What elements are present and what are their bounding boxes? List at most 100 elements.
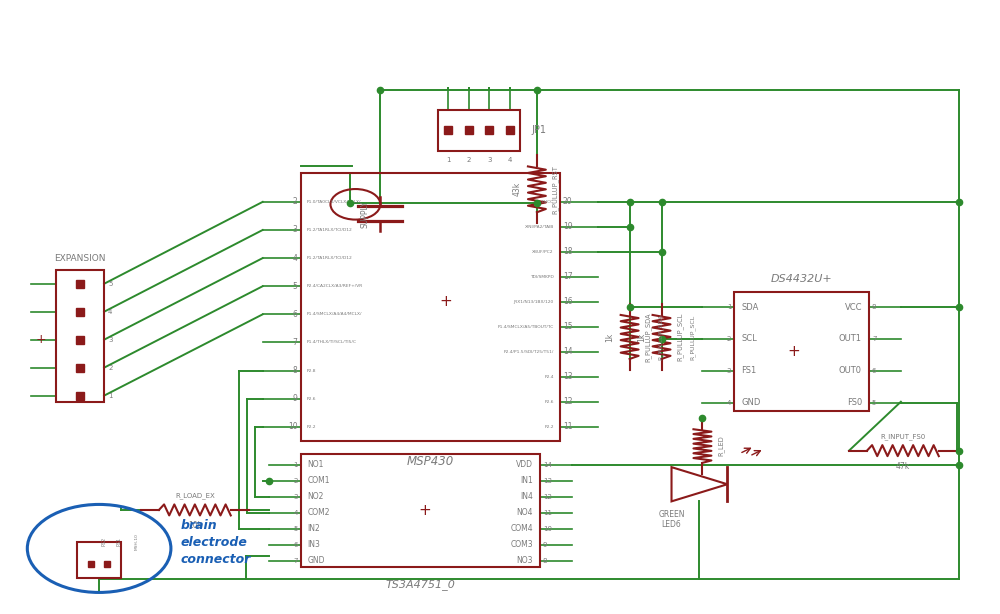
Text: NO3: NO3 <box>516 556 533 565</box>
Text: 7: 7 <box>872 336 876 342</box>
Text: 14: 14 <box>543 462 552 468</box>
Text: 11: 11 <box>563 422 572 431</box>
Text: 4: 4 <box>293 510 298 516</box>
Text: P1.4/SMCLX/A4/A4/MCLX/: P1.4/SMCLX/A4/A4/MCLX/ <box>307 313 362 316</box>
Text: 9: 9 <box>293 394 298 403</box>
Text: P1.2/TA1RLX/TCI/D12: P1.2/TA1RLX/TCI/D12 <box>307 256 352 260</box>
Text: P2.6: P2.6 <box>544 400 554 404</box>
Text: 16: 16 <box>563 297 572 306</box>
Text: +: + <box>36 333 47 346</box>
Text: R_PULLUP_SDA: R_PULLUP_SDA <box>645 312 651 362</box>
Text: 3: 3 <box>293 225 298 235</box>
Text: 5: 5 <box>108 281 112 287</box>
Text: 8: 8 <box>872 304 876 310</box>
Text: P1.4/THLX/TI/SCL/TI5/C: P1.4/THLX/TI/SCL/TI5/C <box>307 340 357 344</box>
Bar <box>301 173 560 441</box>
Text: 3: 3 <box>108 336 113 343</box>
Text: 10k: 10k <box>188 521 202 530</box>
Text: P2.2: P2.2 <box>307 425 316 429</box>
Text: R_LED: R_LED <box>717 436 724 456</box>
Text: OUT0: OUT0 <box>839 367 862 376</box>
Text: GND: GND <box>308 556 325 565</box>
Text: 18: 18 <box>563 247 572 257</box>
Text: 7: 7 <box>293 338 298 347</box>
Text: P1.2/TA1RLX/TCI/D12: P1.2/TA1RLX/TCI/D12 <box>307 228 352 232</box>
Text: 1k: 1k <box>638 332 647 341</box>
Bar <box>734 292 869 411</box>
Text: COM3: COM3 <box>510 540 533 549</box>
Text: P1.0/TA0CLX/VCLX/ACLX/: P1.0/TA0CLX/VCLX/ACLX/ <box>307 200 361 204</box>
Text: 6: 6 <box>293 310 298 319</box>
Text: EXPANSION: EXPANSION <box>54 254 106 263</box>
Text: TS3A4751_0: TS3A4751_0 <box>385 579 455 590</box>
Text: 4: 4 <box>727 400 731 406</box>
Text: +: + <box>439 294 452 309</box>
Text: 2: 2 <box>727 336 731 342</box>
Text: 10: 10 <box>288 422 298 431</box>
Bar <box>77 542 121 578</box>
Text: +: + <box>787 344 800 359</box>
Text: COM4: COM4 <box>510 524 533 533</box>
Text: 13: 13 <box>563 372 572 381</box>
Text: 2: 2 <box>108 365 112 371</box>
Text: 43k: 43k <box>513 182 522 196</box>
Text: P2.4: P2.4 <box>544 375 554 379</box>
Text: 17: 17 <box>563 273 572 281</box>
Text: IN1: IN1 <box>520 476 533 485</box>
Text: IN2: IN2 <box>308 524 320 533</box>
Text: DVCC: DVCC <box>542 200 554 204</box>
Text: GND: GND <box>741 398 761 408</box>
Text: P2.8: P2.8 <box>307 368 316 373</box>
Text: TDI/SMKPD: TDI/SMKPD <box>530 275 554 279</box>
Text: 13: 13 <box>543 478 552 484</box>
Text: 4: 4 <box>508 157 512 163</box>
Text: +: + <box>419 503 431 518</box>
Text: GREEN
LED6: GREEN LED6 <box>658 510 685 529</box>
Text: 3: 3 <box>487 157 492 163</box>
Text: COM1: COM1 <box>308 476 330 485</box>
Text: 5: 5 <box>293 526 298 532</box>
Text: OUT1: OUT1 <box>839 335 862 343</box>
Text: 19: 19 <box>563 222 572 231</box>
Text: brain
electrode
connector: brain electrode connector <box>181 519 251 566</box>
Text: SCL: SCL <box>741 335 757 343</box>
Text: 5: 5 <box>872 400 876 406</box>
Text: P1.4/SMCLX/A5/TBOUT/TC: P1.4/SMCLX/A5/TBOUT/TC <box>498 325 554 329</box>
Text: JP1: JP1 <box>532 125 547 135</box>
Text: R_INPUT_FS0: R_INPUT_FS0 <box>880 433 926 440</box>
Text: P2.4/P1.5/SDI/T25/T51/: P2.4/P1.5/SDI/T25/T51/ <box>503 350 554 354</box>
Text: FS1: FS1 <box>741 367 757 376</box>
Text: 1: 1 <box>108 392 113 398</box>
Text: NO4: NO4 <box>516 508 533 517</box>
Text: 7: 7 <box>293 558 298 564</box>
Text: MSH-10: MSH-10 <box>135 533 139 550</box>
Text: NO2: NO2 <box>308 492 324 501</box>
Text: 10: 10 <box>543 526 552 532</box>
Text: NO1: NO1 <box>308 460 324 469</box>
Bar <box>438 109 520 151</box>
Text: 11: 11 <box>543 510 552 516</box>
Text: 20: 20 <box>563 197 572 206</box>
Text: 2: 2 <box>293 478 298 484</box>
Text: P2.4/CA2CLX/A3/REF+/VR: P2.4/CA2CLX/A3/REF+/VR <box>307 284 363 288</box>
Text: VDD: VDD <box>516 460 533 469</box>
Text: 3: 3 <box>293 494 298 500</box>
Text: 12: 12 <box>543 494 552 500</box>
Text: 2: 2 <box>467 157 471 163</box>
Text: 12: 12 <box>563 397 572 406</box>
Text: 8: 8 <box>293 366 298 375</box>
Text: 6: 6 <box>872 368 876 374</box>
Text: PS2: PS2 <box>102 537 107 546</box>
Text: R_LOAD_EX: R_LOAD_EX <box>175 492 215 499</box>
Text: 3: 3 <box>727 368 731 374</box>
Text: P2.6: P2.6 <box>307 397 316 401</box>
Text: COM2: COM2 <box>308 508 330 517</box>
Text: 4: 4 <box>108 309 112 315</box>
Text: 5: 5 <box>293 282 298 290</box>
Text: 14: 14 <box>563 348 572 356</box>
Text: IN3: IN3 <box>308 540 320 549</box>
Text: R_PULLUP_SCL: R_PULLUP_SCL <box>677 313 683 361</box>
Text: 8: 8 <box>543 558 547 564</box>
Text: XINI/PA2/TAIB: XINI/PA2/TAIB <box>524 225 554 229</box>
Text: R_PULLUP_SDA: R_PULLUP_SDA <box>658 314 663 360</box>
